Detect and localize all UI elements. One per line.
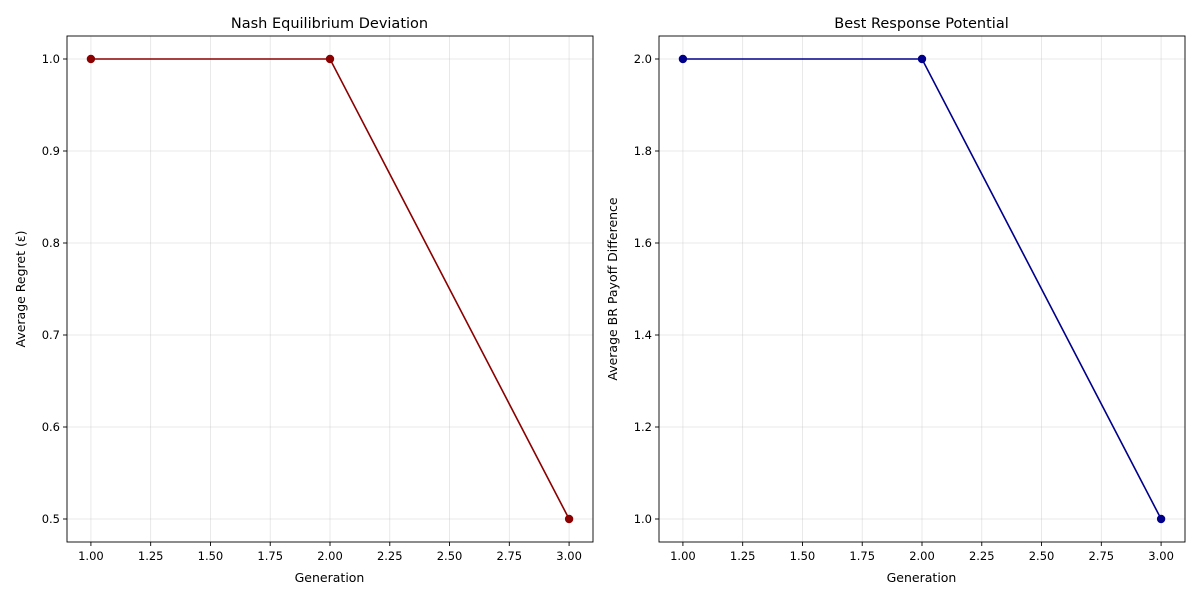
x-tick-label: 1.50 bbox=[790, 549, 816, 563]
y-tick-label: 1.0 bbox=[42, 52, 60, 66]
data-point bbox=[678, 54, 688, 64]
plot-frame bbox=[66, 35, 594, 543]
y-tick-label: 2.0 bbox=[634, 52, 652, 66]
x-tick-label: 1.00 bbox=[670, 549, 696, 563]
x-tick-label: 1.25 bbox=[730, 549, 756, 563]
x-axis-label: Generation bbox=[295, 570, 365, 585]
data-point bbox=[564, 514, 574, 524]
x-tick-label: 1.50 bbox=[198, 549, 224, 563]
x-tick-label: 2.25 bbox=[969, 549, 995, 563]
x-tick-label: 2.75 bbox=[497, 549, 523, 563]
chart-panel-best-response: Best Response Potential Generation Avera… bbox=[605, 16, 1186, 585]
x-tick-label: 1.75 bbox=[849, 549, 875, 563]
y-tick-label: 0.5 bbox=[42, 512, 60, 526]
data-point bbox=[86, 54, 96, 64]
data-point bbox=[1156, 514, 1166, 524]
x-tick-label: 1.25 bbox=[138, 549, 164, 563]
y-tick-label: 0.8 bbox=[42, 236, 60, 250]
x-tick-label: 2.00 bbox=[909, 549, 935, 563]
chart-title: Best Response Potential bbox=[834, 16, 1009, 32]
data-point bbox=[325, 54, 335, 64]
y-tick-label: 1.6 bbox=[634, 236, 652, 250]
y-tick-label: 0.9 bbox=[42, 144, 60, 158]
x-tick-label: 1.00 bbox=[78, 549, 104, 563]
plot-frame bbox=[658, 35, 1186, 543]
chart-panel-nash-deviation: Nash Equilibrium Deviation Generation Av… bbox=[13, 16, 594, 585]
x-axis-label: Generation bbox=[887, 570, 957, 585]
x-tick-label: 2.50 bbox=[1029, 549, 1055, 563]
x-tick-label: 3.00 bbox=[1148, 549, 1174, 563]
x-tick-label: 2.50 bbox=[437, 549, 463, 563]
x-tick-label: 2.75 bbox=[1089, 549, 1115, 563]
y-tick-label: 0.6 bbox=[42, 420, 60, 434]
y-tick-label: 1.4 bbox=[634, 328, 652, 342]
y-tick-label: 1.2 bbox=[634, 420, 652, 434]
x-tick-label: 1.75 bbox=[257, 549, 283, 563]
x-tick-label: 2.00 bbox=[317, 549, 343, 563]
y-tick-label: 0.7 bbox=[42, 328, 60, 342]
data-point bbox=[917, 54, 927, 64]
y-tick-label: 1.0 bbox=[634, 512, 652, 526]
chart-title: Nash Equilibrium Deviation bbox=[231, 16, 428, 32]
y-tick-label: 1.8 bbox=[634, 144, 652, 158]
y-axis-label: Average Regret (ε) bbox=[13, 231, 28, 348]
y-axis-label: Average BR Payoff Difference bbox=[605, 197, 620, 381]
x-tick-label: 3.00 bbox=[556, 549, 582, 563]
x-tick-label: 2.25 bbox=[377, 549, 403, 563]
